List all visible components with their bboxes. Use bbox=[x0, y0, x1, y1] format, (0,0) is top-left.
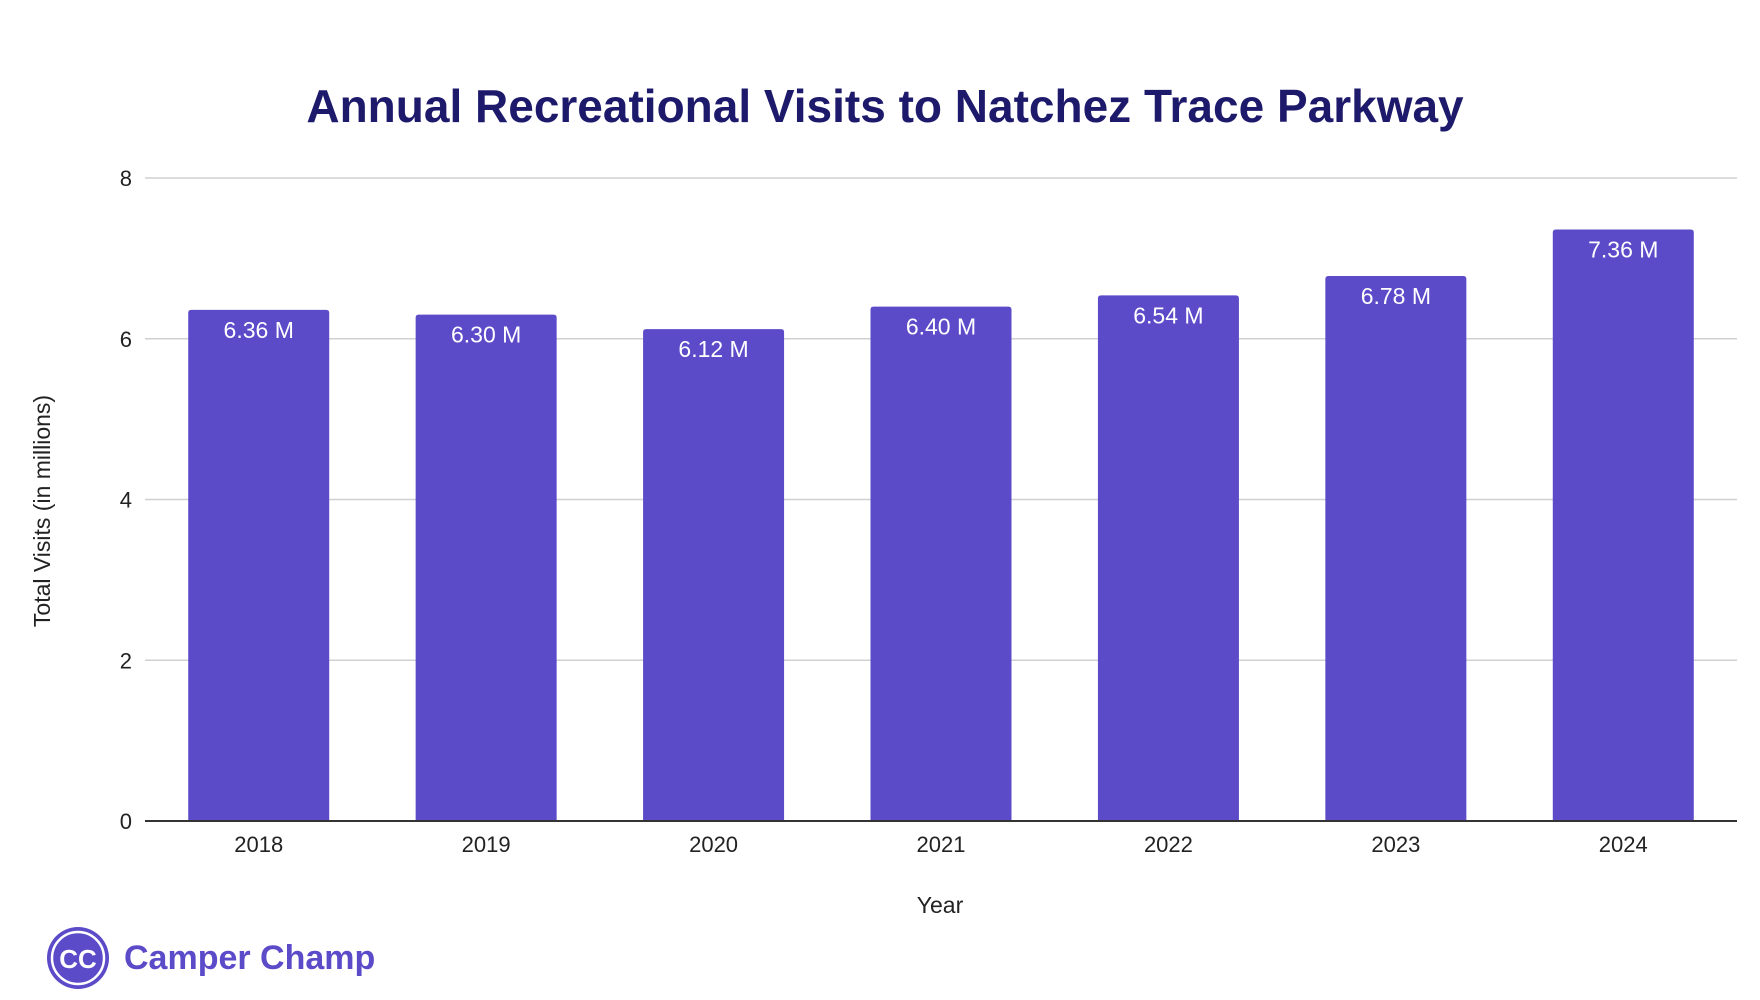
x-tick-label: 2019 bbox=[462, 832, 511, 857]
x-tick-label: 2023 bbox=[1371, 832, 1420, 857]
y-tick-label: 8 bbox=[120, 166, 132, 191]
svg-text:CC: CC bbox=[59, 944, 97, 974]
chart-title: Annual Recreational Visits to Natchez Tr… bbox=[306, 80, 1464, 132]
y-axis-ticks: 0 2 4 6 8 bbox=[120, 166, 132, 834]
x-tick-label: 2020 bbox=[689, 832, 738, 857]
y-tick-label: 2 bbox=[120, 648, 132, 673]
y-tick-label: 0 bbox=[120, 809, 132, 834]
data-label-2022: 6.54 M bbox=[1133, 302, 1203, 328]
x-tick-label: 2021 bbox=[917, 832, 966, 857]
bars: 6.36 M 6.30 M 6.12 M 6.40 M 6.54 M 6.78 M 7.36… bbox=[188, 229, 1694, 822]
data-label-2024: 7.36 M bbox=[1588, 236, 1658, 262]
camper-champ-logo: CC bbox=[47, 927, 109, 989]
data-label-2023: 6.78 M bbox=[1361, 283, 1431, 309]
bar-2022 bbox=[1097, 295, 1239, 821]
bar-2020 bbox=[643, 329, 785, 821]
data-label-2021: 6.40 M bbox=[906, 314, 976, 340]
x-tick-label: 2018 bbox=[234, 832, 283, 857]
brand-name: Camper Champ bbox=[124, 938, 376, 977]
bar-2023 bbox=[1325, 276, 1467, 821]
data-label-2020: 6.12 M bbox=[678, 336, 748, 362]
bar-2018 bbox=[188, 309, 330, 821]
y-axis-title: Total Visits (in millions) bbox=[29, 395, 55, 627]
bar-2024 bbox=[1552, 229, 1694, 821]
x-axis-title: Year bbox=[917, 892, 964, 918]
x-axis-ticks: 2018 2019 2020 2021 2022 2023 2024 bbox=[234, 832, 1648, 857]
x-tick-label: 2024 bbox=[1599, 832, 1648, 857]
brand: CC Camper Champ bbox=[46, 926, 375, 990]
y-tick-label: 6 bbox=[120, 327, 132, 352]
data-label-2018: 6.36 M bbox=[224, 317, 294, 343]
bar-2019 bbox=[415, 314, 557, 821]
y-tick-label: 4 bbox=[120, 488, 132, 513]
x-tick-label: 2022 bbox=[1144, 832, 1193, 857]
bar-2021 bbox=[870, 306, 1012, 822]
data-label-2019: 6.30 M bbox=[451, 322, 521, 348]
